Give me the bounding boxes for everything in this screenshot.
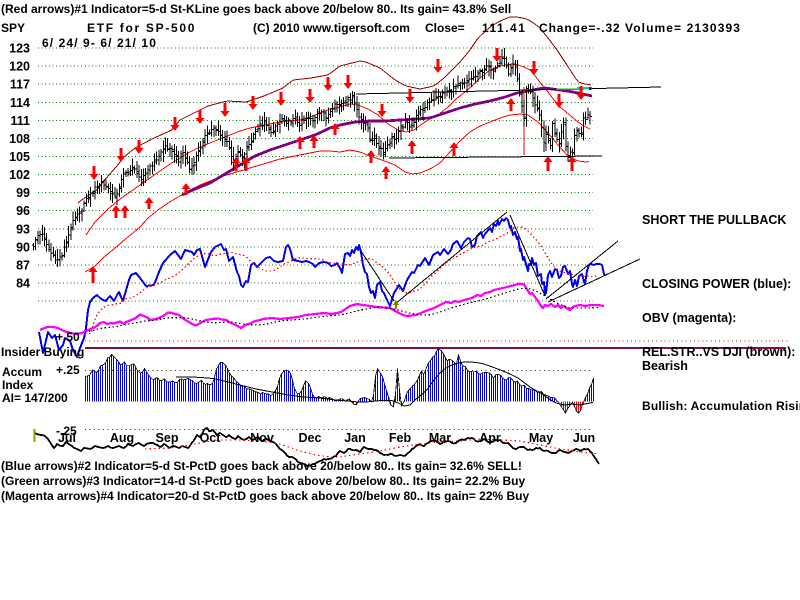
svg-text:SPY: SPY bbox=[1, 21, 25, 35]
svg-text:(Green arrows)#3 Indicator=14-: (Green arrows)#3 Indicator=14-d St-PctD … bbox=[1, 474, 526, 488]
svg-text:84: 84 bbox=[16, 277, 30, 291]
svg-text:123: 123 bbox=[9, 42, 30, 56]
svg-text:Insider Buying: Insider Buying bbox=[1, 345, 84, 359]
svg-text:Feb: Feb bbox=[389, 431, 412, 445]
svg-text:Oct: Oct bbox=[200, 431, 222, 445]
svg-text:87: 87 bbox=[16, 258, 30, 272]
svg-text:114: 114 bbox=[10, 96, 30, 110]
svg-text:105: 105 bbox=[9, 150, 30, 164]
svg-text:AI= 147/200: AI= 147/200 bbox=[2, 391, 68, 405]
svg-text:SHORT THE PULLBACK: SHORT THE PULLBACK bbox=[642, 213, 786, 227]
svg-text:(C) 2010 www.tigersoft.com: (C) 2010 www.tigersoft.com bbox=[253, 21, 410, 35]
svg-text:Volume= 2130393: Volume= 2130393 bbox=[625, 21, 741, 35]
svg-text:Apr: Apr bbox=[479, 431, 501, 445]
svg-text:6/ 24/ 9- 6/ 21/ 10: 6/ 24/ 9- 6/ 21/ 10 bbox=[42, 36, 157, 50]
svg-text:102: 102 bbox=[9, 168, 30, 182]
svg-text:+.50: +.50 bbox=[56, 330, 80, 344]
svg-text:CLOSING POWER (blue):: CLOSING POWER (blue): bbox=[642, 277, 791, 291]
svg-text:99: 99 bbox=[16, 186, 30, 200]
svg-text:93: 93 bbox=[16, 222, 30, 236]
svg-text:+.25: +.25 bbox=[56, 363, 80, 377]
svg-text:Jan: Jan bbox=[344, 431, 366, 445]
svg-text:Close=: Close= bbox=[425, 21, 465, 35]
svg-text:Change=-.32: Change=-.32 bbox=[539, 21, 621, 35]
svg-text:May: May bbox=[529, 431, 553, 445]
svg-text:ETF for SP-500: ETF for SP-500 bbox=[87, 21, 196, 35]
svg-text:Mar: Mar bbox=[429, 431, 451, 445]
svg-text:Nov: Nov bbox=[250, 431, 274, 445]
svg-text:OBV (magenta):: OBV (magenta): bbox=[642, 311, 736, 325]
svg-text:108: 108 bbox=[9, 132, 30, 146]
svg-text:REL.STR..VS DJI (brown):: REL.STR..VS DJI (brown): bbox=[642, 345, 795, 359]
svg-text:-.25: -.25 bbox=[56, 424, 77, 438]
svg-text:Aug: Aug bbox=[110, 431, 134, 445]
svg-text:(Magenta arrows)#4 Indicator=2: (Magenta arrows)#4 Indicator=20-d St-Pct… bbox=[1, 489, 529, 503]
svg-text:90: 90 bbox=[16, 240, 30, 254]
svg-text:96: 96 bbox=[16, 204, 30, 218]
svg-text:111.41: 111.41 bbox=[482, 21, 526, 35]
svg-text:Index: Index bbox=[2, 378, 34, 392]
svg-text:117: 117 bbox=[10, 78, 30, 92]
svg-text:Accum: Accum bbox=[2, 365, 42, 379]
svg-text:120: 120 bbox=[9, 60, 30, 74]
svg-text:Sep: Sep bbox=[156, 431, 179, 445]
svg-text:Jun: Jun bbox=[573, 431, 595, 445]
svg-text:Dec: Dec bbox=[299, 431, 322, 445]
svg-text:Bearish: Bearish bbox=[642, 359, 688, 373]
svg-text:Jul: Jul bbox=[58, 431, 76, 445]
svg-text:111: 111 bbox=[11, 114, 31, 128]
svg-text:(Red arrows)#1 Indicator=5-d S: (Red arrows)#1 Indicator=5-d St-KLine go… bbox=[1, 2, 511, 16]
svg-text:(Blue arrows)#2 Indicator=5-d: (Blue arrows)#2 Indicator=5-d St-PctD go… bbox=[1, 459, 522, 473]
svg-text:Bullish: Accumulation Rising: Bullish: Accumulation Rising bbox=[642, 399, 800, 413]
